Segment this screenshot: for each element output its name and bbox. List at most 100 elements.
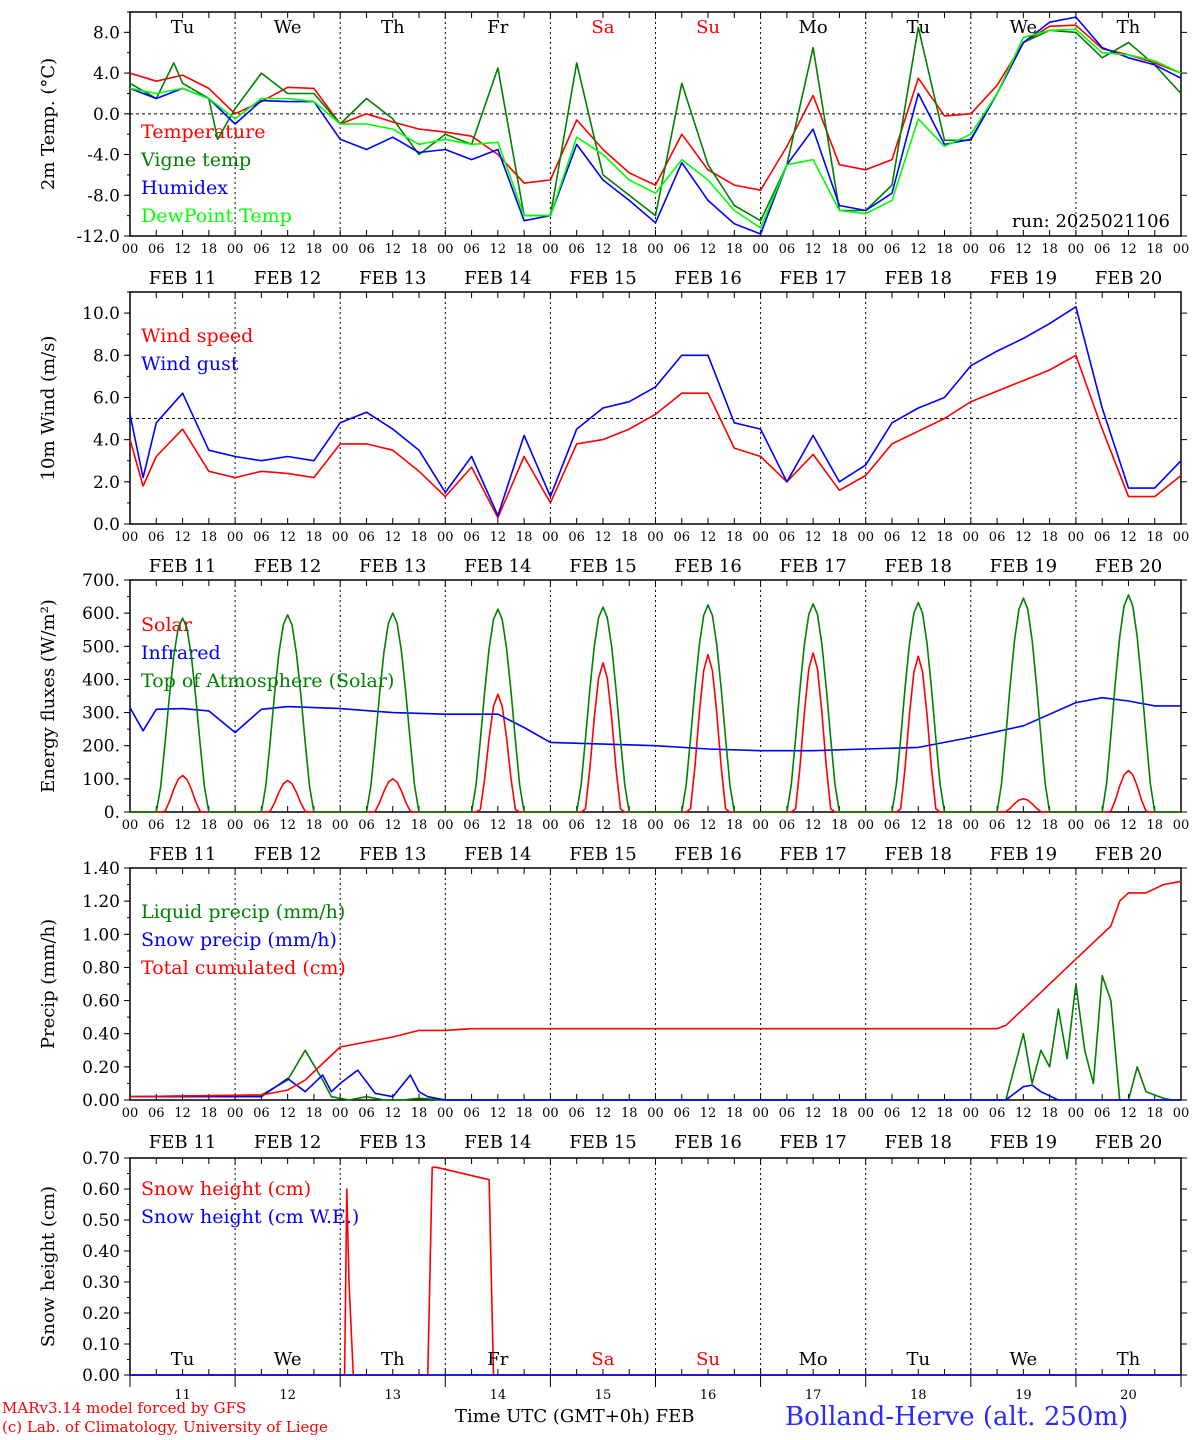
x-hour-label: 00 <box>227 1106 244 1121</box>
x-hour-label: 00 <box>752 1106 769 1121</box>
x-date-label: FEB 19 <box>990 1132 1057 1153</box>
x-hour-label: 06 <box>148 242 165 257</box>
day-name-label: Fr <box>487 1349 508 1370</box>
x-hour-label: 12 <box>279 530 296 545</box>
series-line-liquid-precip-mm-h- <box>129 974 1181 1101</box>
x-hour-label: 00 <box>647 818 664 833</box>
x-day-number-label: 14 <box>490 1388 507 1403</box>
y-tick-label: 8.0 <box>93 23 120 43</box>
x-hour-label: 06 <box>989 530 1006 545</box>
y-tick-label: 8.0 <box>93 346 120 366</box>
y-tick-label: 700. <box>82 571 120 591</box>
x-hour-label: 00 <box>647 530 664 545</box>
x-hour-label: 00 <box>437 818 454 833</box>
x-hour-label: 12 <box>1015 1106 1032 1121</box>
x-hour-label: 06 <box>463 818 480 833</box>
x-hour-label: 12 <box>595 530 612 545</box>
x-hour-label: 06 <box>989 1106 1006 1121</box>
x-hour-label: 18 <box>726 530 743 545</box>
x-hour-label: 06 <box>1094 1106 1111 1121</box>
x-hour-label: 00 <box>1068 242 1085 257</box>
x-hour-label: 12 <box>1120 818 1137 833</box>
x-hour-label: 18 <box>936 818 953 833</box>
x-hour-label: 06 <box>779 530 796 545</box>
credit-line: (c) Lab. of Climatology, University of L… <box>2 1418 328 1436</box>
x-hour-label: 12 <box>595 1106 612 1121</box>
x-hour-label: 06 <box>1094 242 1111 257</box>
x-hour-label: 06 <box>568 818 585 833</box>
x-hour-label: 18 <box>1146 1106 1163 1121</box>
day-name-label: Su <box>696 17 720 38</box>
x-hour-label: 06 <box>253 242 270 257</box>
x-hour-label: 06 <box>568 530 585 545</box>
y-axis-label: 10m Wind (m/s) <box>38 336 59 481</box>
y-tick-label: 0.00 <box>82 1091 120 1111</box>
x-hour-label: 12 <box>174 1106 191 1121</box>
x-hour-label: 00 <box>1068 530 1085 545</box>
legend-entry: Top of Atmosphere (Solar) <box>141 670 394 692</box>
x-hour-label: 00 <box>857 818 874 833</box>
x-date-label: FEB 17 <box>779 268 846 289</box>
x-hour-label: 00 <box>857 530 874 545</box>
y-tick-label: -8.0 <box>87 186 120 206</box>
legend-entry: Temperature <box>141 121 265 143</box>
x-hour-label: 18 <box>621 1106 638 1121</box>
x-day-number-label: 18 <box>910 1388 927 1403</box>
x-day-number-label: 11 <box>174 1388 191 1403</box>
y-axis-label: Precip (mm/h) <box>38 919 59 1049</box>
x-date-label: FEB 14 <box>464 556 531 577</box>
x-hour-label: 06 <box>674 530 691 545</box>
x-hour-label: 12 <box>1015 242 1032 257</box>
x-date-label: FEB 19 <box>990 844 1057 865</box>
y-tick-label: 0.0 <box>93 515 120 535</box>
x-hour-label: 18 <box>201 242 218 257</box>
x-hour-label: 06 <box>358 530 375 545</box>
x-hour-label: 12 <box>700 818 717 833</box>
x-hour-label: 06 <box>989 242 1006 257</box>
legend-entry: Humidex <box>141 177 228 199</box>
x-hour-label: 12 <box>1015 818 1032 833</box>
x-hour-label: 18 <box>1146 242 1163 257</box>
x-hour-label: 06 <box>463 530 480 545</box>
x-date-label: FEB 16 <box>674 268 741 289</box>
day-name-label: Sa <box>591 1349 614 1370</box>
x-hour-label: 06 <box>674 818 691 833</box>
series-line-wind-gust <box>129 305 1182 517</box>
x-date-label: FEB 13 <box>359 844 426 865</box>
x-date-label: FEB 14 <box>464 268 531 289</box>
series-line-total-cumulated-cm- <box>129 880 1182 1098</box>
x-hour-label: 06 <box>674 1106 691 1121</box>
x-hour-label: 18 <box>831 818 848 833</box>
x-date-label: FEB 15 <box>569 268 636 289</box>
x-hour-label: 00 <box>332 818 349 833</box>
x-date-label: FEB 12 <box>254 268 321 289</box>
x-hour-label: 00 <box>332 242 349 257</box>
x-hour-label: 12 <box>700 1106 717 1121</box>
x-date-label: FEB 12 <box>254 556 321 577</box>
day-name-label: Sa <box>591 17 614 38</box>
y-tick-label: 200. <box>82 737 120 757</box>
y-tick-label: 0.60 <box>82 1180 120 1200</box>
x-hour-label: 12 <box>490 818 507 833</box>
run-label: run: 2025021106 <box>1012 211 1170 232</box>
series-line-snow-precip-mm-h- <box>130 1069 1181 1101</box>
x-day-number-label: 16 <box>700 1388 717 1403</box>
legend-entry: DewPoint Temp <box>141 205 292 227</box>
station-label: Bolland-Herve (alt. 250m) <box>785 1402 1129 1432</box>
x-date-label: FEB 13 <box>359 268 426 289</box>
x-date-label: FEB 18 <box>885 556 952 577</box>
x-date-label: FEB 16 <box>674 1132 741 1153</box>
x-hour-label: 00 <box>542 1106 559 1121</box>
legend-entry: Total cumulated (cm) <box>141 957 346 979</box>
x-hour-label: 06 <box>568 242 585 257</box>
day-name-label: Su <box>696 1349 720 1370</box>
x-date-label: FEB 15 <box>569 1132 636 1153</box>
x-day-number-label: 13 <box>384 1388 401 1403</box>
x-hour-label: 00 <box>1173 242 1190 257</box>
x-hour-label: 00 <box>963 1106 980 1121</box>
x-date-label: FEB 18 <box>885 844 952 865</box>
x-hour-label: 00 <box>857 1106 874 1121</box>
x-hour-label: 00 <box>437 1106 454 1121</box>
day-name-label: We <box>1010 1349 1038 1370</box>
day-name-label: Fr <box>487 17 508 38</box>
